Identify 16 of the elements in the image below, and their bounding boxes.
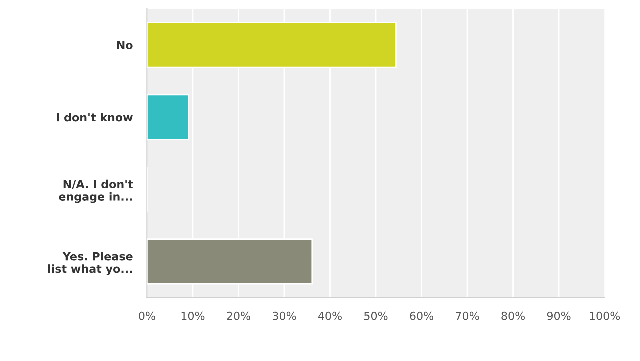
x-tick-label: 40%	[318, 312, 342, 320]
x-tick-label: 30%	[272, 312, 296, 320]
x-tick-label: 90%	[547, 312, 571, 320]
x-tick-label: 50%	[364, 312, 388, 320]
x-tick-label: 20%	[227, 312, 250, 320]
y-tick-label: No	[117, 41, 133, 50]
y-tick-label: N/A. I don't engage in...	[59, 180, 134, 204]
y-tick-label: Yes. Please list what yo...	[48, 252, 133, 276]
x-tick-label: 0%	[139, 312, 156, 320]
x-tick-label: 10%	[182, 312, 205, 320]
x-tick-label: 60%	[410, 312, 434, 320]
x-tick-label: 100%	[590, 312, 620, 320]
x-tick-label: 80%	[502, 312, 526, 320]
bar	[147, 94, 190, 140]
x-tick-label: 70%	[456, 312, 480, 320]
y-tick-label: I don't know	[57, 113, 133, 122]
